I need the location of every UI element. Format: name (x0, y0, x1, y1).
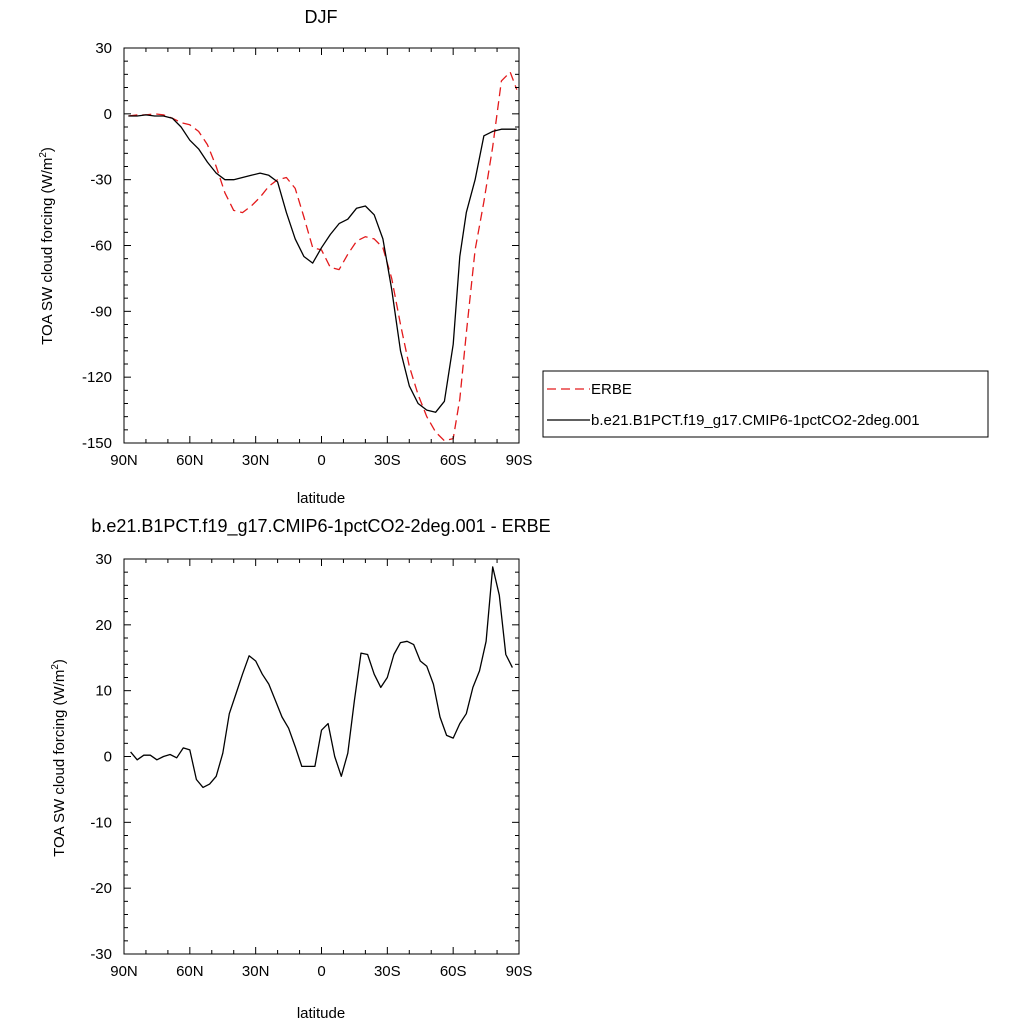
x-tick-label: 0 (317, 452, 325, 469)
x-tick-label: 90S (506, 452, 533, 469)
chart-bottom-ylabel-end: ) (51, 659, 68, 664)
y-tick-label: -10 (90, 814, 112, 831)
x-tick-label: 60N (176, 452, 204, 469)
chart-bottom-ylabel-sup: 2 (50, 664, 61, 670)
x-tick-label: 30S (374, 963, 401, 980)
y-tick-label: -20 (90, 880, 112, 897)
x-tick-label: 60N (176, 963, 204, 980)
x-tick-label: 60S (440, 452, 467, 469)
chart-bottom: b.e21.B1PCT.f19_g17.CMIP6-1pctCO2-2deg.0… (50, 516, 551, 1022)
chart-top-ylabel-sup: 2 (38, 152, 49, 158)
y-tick-label: 0 (104, 106, 112, 123)
x-tick-label: 90N (110, 963, 138, 980)
chart-top-plot-area: 90N 60N 30N 0 30S 60S 90S -150 -120 -90 -60 -30 0 30 (82, 40, 532, 469)
y-tick-label: 0 (104, 749, 112, 766)
plot-frame-1 (123, 558, 520, 955)
x-tick-label: 90N (110, 452, 138, 469)
y-tick-label: -90 (90, 303, 112, 320)
chart-top-ylabel-end: ) (39, 147, 56, 152)
legend-label-erbe: ERBE (591, 381, 632, 398)
x-tick-label: 90S (506, 963, 533, 980)
x-tick-label: 30N (242, 452, 270, 469)
x-tick-label: 30S (374, 452, 401, 469)
y-tick-label: -30 (90, 172, 112, 189)
chart-bottom-title: b.e21.B1PCT.f19_g17.CMIP6-1pctCO2-2deg.0… (91, 516, 550, 537)
legend-label-model: b.e21.B1PCT.f19_g17.CMIP6-1pctCO2-2deg.0… (591, 412, 920, 429)
y-tick-label: 30 (95, 40, 112, 57)
y-tick-label: -60 (90, 238, 112, 255)
x-tick-label: 30N (242, 963, 270, 980)
x-tick-label: 60S (440, 963, 467, 980)
y-tick-label: 30 (95, 551, 112, 568)
series-line-0-0 (128, 71, 518, 442)
chart-top-title: DJF (305, 7, 338, 27)
chart-top-ylabel-main: TOA SW cloud forcing (W/m (39, 158, 56, 345)
chart-bottom-plot-area: 90N 60N 30N 0 30S 60S 90S -30 -20 -10 0 10 20 30 (90, 551, 532, 980)
y-tick-label: -120 (82, 369, 112, 386)
chart-top-xlabel: latitude (297, 490, 345, 507)
legend-box (542, 370, 989, 438)
series-line-0-1 (128, 114, 517, 413)
chart-bottom-xlabel: latitude (297, 1005, 345, 1022)
series-line-1-0 (130, 566, 513, 789)
y-tick-label: 10 (95, 683, 112, 700)
chart-bottom-ylabel-main: TOA SW cloud forcing (W/m (51, 670, 68, 857)
chart-top-legend: ERBE b.e21.B1PCT.f19_g17.CMIP6-1pctCO2-2… (542, 370, 989, 438)
plot-frame-0 (123, 47, 520, 444)
x-tick-label: 0 (317, 963, 325, 980)
y-tick-label: -30 (90, 946, 112, 963)
chart-top: DJF 90N 60N 30N 0 30S 60S 90S -150 -120 -90 -60 -30… (38, 7, 989, 507)
y-tick-label: -150 (82, 435, 112, 452)
y-tick-label: 20 (95, 617, 112, 634)
chart-top-ylabel: TOA SW cloud forcing (W/m2) (38, 147, 56, 345)
chart-bottom-ylabel: TOA SW cloud forcing (W/m2) (50, 659, 68, 857)
